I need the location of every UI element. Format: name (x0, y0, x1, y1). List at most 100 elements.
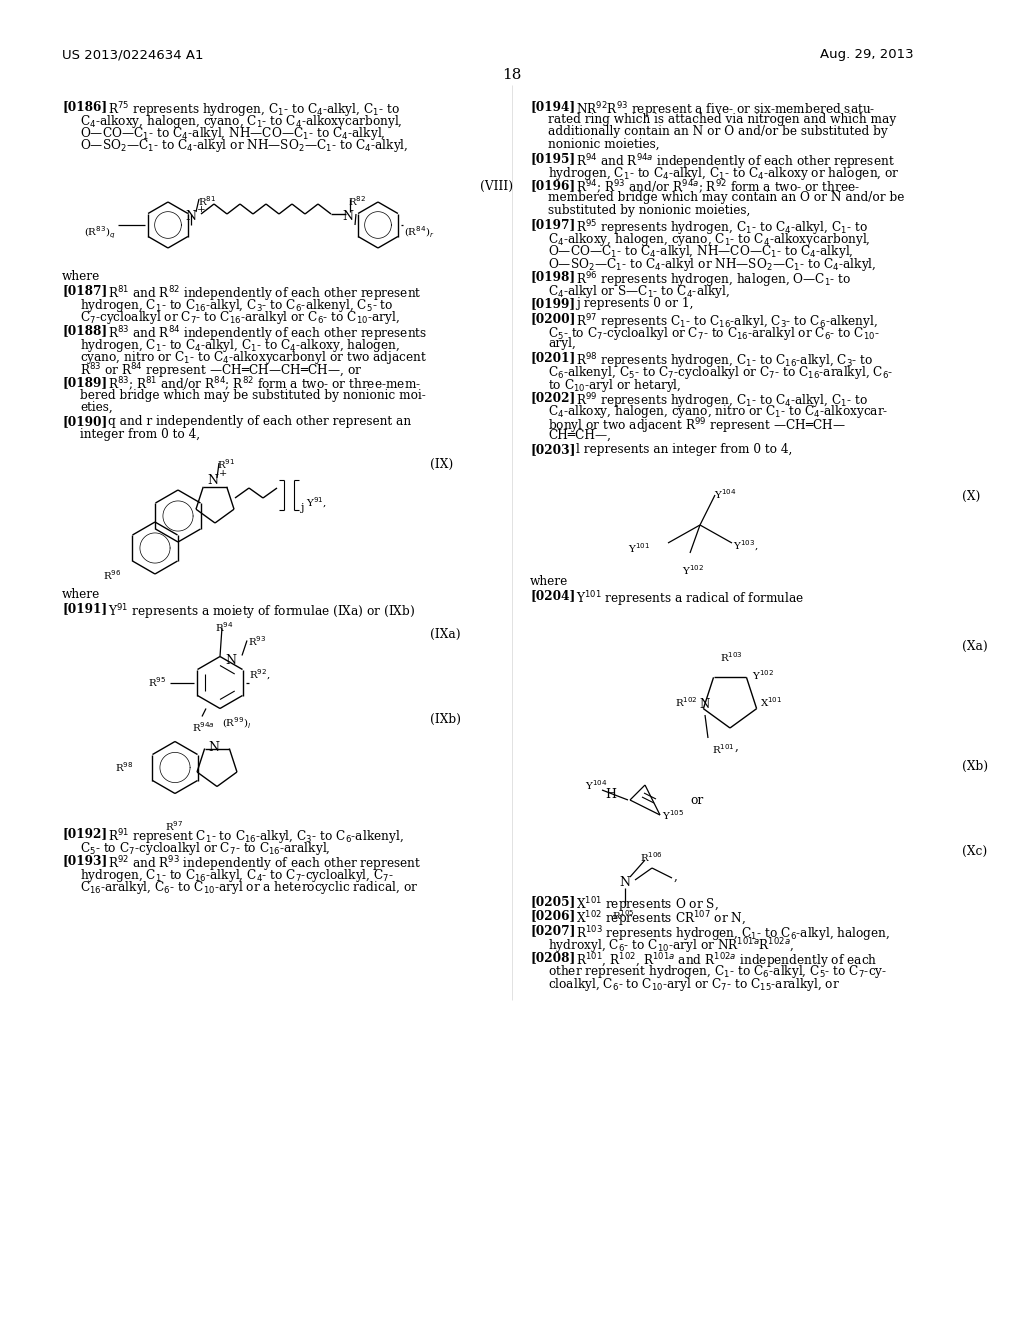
Text: [0193]: [0193] (62, 854, 108, 867)
Text: cloalkyl, C$_6$- to C$_{10}$-aryl or C$_7$- to C$_{15}$-aralkyl, or: cloalkyl, C$_6$- to C$_{10}$-aryl or C$_… (548, 975, 840, 993)
Text: j represents 0 or 1,: j represents 0 or 1, (575, 297, 693, 310)
Text: [0204]: [0204] (530, 590, 575, 602)
Text: where: where (62, 587, 100, 601)
Text: substituted by nonionic moieties,: substituted by nonionic moieties, (548, 205, 751, 216)
Text: C$_5$- to C$_7$-cycloalkyl or C$_7$- to C$_{16}$-aralkyl or C$_6$- to C$_{10}$-: C$_5$- to C$_7$-cycloalkyl or C$_7$- to … (548, 325, 880, 342)
Text: Y$^{105}$: Y$^{105}$ (662, 808, 684, 822)
Text: R$^{105}$: R$^{105}$ (612, 908, 635, 921)
Text: R$^{101}$, R$^{102}$, R$^{101a}$ and R$^{102a}$ independently of each: R$^{101}$, R$^{102}$, R$^{101a}$ and R$^… (575, 950, 878, 970)
Text: ,: , (674, 870, 678, 883)
Text: O—CO—C$_1$- to C$_4$-alkyl, NH—CO—C$_1$- to C$_4$-alkyl,: O—CO—C$_1$- to C$_4$-alkyl, NH—CO—C$_1$-… (548, 243, 854, 260)
Text: hydrogen, C$_1$- to C$_4$-alkyl, C$_1$- to C$_4$-alkoxy, halogen,: hydrogen, C$_1$- to C$_4$-alkyl, C$_1$- … (80, 337, 400, 354)
Text: NR$^{92}$R$^{93}$ represent a five- or six-membered satu-: NR$^{92}$R$^{93}$ represent a five- or s… (575, 100, 876, 120)
Text: N: N (342, 210, 353, 223)
Text: R$^{83}$ or R$^{84}$ represent —CH═CH—CH═CH—, or: R$^{83}$ or R$^{84}$ represent —CH═CH—CH… (80, 362, 362, 381)
Text: (R$^{99}$)$_l$: (R$^{99}$)$_l$ (222, 715, 251, 731)
Text: membered bridge which may contain an O or N and/or be: membered bridge which may contain an O o… (548, 191, 904, 205)
Text: Aug. 29, 2013: Aug. 29, 2013 (820, 48, 913, 61)
Text: R$^{75}$ represents hydrogen, C$_1$- to C$_4$-alkyl, C$_1$- to: R$^{75}$ represents hydrogen, C$_1$- to … (108, 100, 400, 120)
Text: C$_6$-alkenyl, C$_5$- to C$_7$-cycloalkyl or C$_7$- to C$_{16}$-aralkyl, C$_6$-: C$_6$-alkenyl, C$_5$- to C$_7$-cycloalky… (548, 364, 893, 381)
Text: R$^{96}$ represents hydrogen, halogen, O—C$_1$- to: R$^{96}$ represents hydrogen, halogen, O… (575, 271, 852, 290)
Text: C$_{16}$-aralkyl, C$_6$- to C$_{10}$-aryl or a heterocyclic radical, or: C$_{16}$-aralkyl, C$_6$- to C$_{10}$-ary… (80, 879, 419, 896)
Text: [0197]: [0197] (530, 219, 575, 231)
Text: [0207]: [0207] (530, 924, 575, 937)
Text: [0194]: [0194] (530, 100, 575, 114)
Text: Y$^{104}$: Y$^{104}$ (714, 487, 736, 500)
Text: hydrogen, C$_1$- to C$_{16}$-alkyl, C$_4$- to C$_7$-cycloalkyl, C$_7$-: hydrogen, C$_1$- to C$_{16}$-alkyl, C$_4… (80, 867, 394, 884)
Text: R$^{99}$ represents hydrogen, C$_1$- to C$_4$-alkyl, C$_1$- to: R$^{99}$ represents hydrogen, C$_1$- to … (575, 391, 868, 411)
Text: (Xa): (Xa) (962, 640, 988, 653)
Text: R$^{96}$: R$^{96}$ (103, 568, 122, 582)
Text: O—SO$_2$—C$_1$- to C$_4$-alkyl or NH—SO$_2$—C$_1$- to C$_4$-alkyl,: O—SO$_2$—C$_1$- to C$_4$-alkyl or NH—SO$… (80, 137, 409, 154)
Text: [0187]: [0187] (62, 285, 108, 297)
Text: hydroxyl, C$_6$- to C$_{10}$-aryl or NR$^{101a}$R$^{102a}$,: hydroxyl, C$_6$- to C$_{10}$-aryl or NR$… (548, 936, 795, 956)
Text: N: N (185, 210, 197, 223)
Text: R$^{94}$: R$^{94}$ (215, 620, 233, 635)
Text: [0203]: [0203] (530, 444, 575, 455)
Text: R$^{94a}$: R$^{94a}$ (193, 721, 215, 734)
Text: +: + (197, 205, 206, 214)
Text: eties,: eties, (80, 401, 113, 414)
Text: Y$^{102}$: Y$^{102}$ (682, 564, 703, 577)
Text: US 2013/0224634 A1: US 2013/0224634 A1 (62, 48, 204, 61)
Text: (Xb): (Xb) (962, 760, 988, 774)
Text: j: j (300, 503, 303, 513)
Text: [0208]: [0208] (530, 950, 575, 964)
Text: (IX): (IX) (430, 458, 454, 471)
Text: R$^{83}$; R$^{81}$ and/or R$^{84}$; R$^{82}$ form a two- or three-mem-: R$^{83}$; R$^{81}$ and/or R$^{84}$; R$^{… (108, 376, 421, 395)
Text: C$_4$-alkoxy, halogen, cyano, C$_1$- to C$_4$-alkoxycarbonyl,: C$_4$-alkoxy, halogen, cyano, C$_1$- to … (80, 112, 402, 129)
Text: other represent hydrogen, C$_1$- to C$_6$-alkyl, C$_5$- to C$_7$-cy-: other represent hydrogen, C$_1$- to C$_6… (548, 964, 887, 981)
Text: rated ring which is attached via nitrogen and which may: rated ring which is attached via nitroge… (548, 112, 896, 125)
Text: O—SO$_2$—C$_1$- to C$_4$-alkyl or NH—SO$_2$—C$_1$- to C$_4$-alkyl,: O—SO$_2$—C$_1$- to C$_4$-alkyl or NH—SO$… (548, 256, 877, 273)
Text: [0186]: [0186] (62, 100, 108, 114)
Text: +: + (219, 469, 227, 478)
Text: (VIII): (VIII) (480, 180, 513, 193)
Text: hydrogen, C$_1$- to C$_4$-alkyl, C$_1$- to C$_4$-alkoxy or halogen, or: hydrogen, C$_1$- to C$_4$-alkyl, C$_1$- … (548, 165, 900, 181)
Text: X$^{101}$ represents O or S,: X$^{101}$ represents O or S, (575, 895, 719, 915)
Text: Y$^{91}$ represents a moiety of formulae (IXa) or (IXb): Y$^{91}$ represents a moiety of formulae… (108, 602, 415, 622)
Text: Y$^{104}$: Y$^{104}$ (585, 777, 607, 792)
Text: aryl,: aryl, (548, 337, 575, 350)
Text: Y$^{101}$ represents a radical of formulae: Y$^{101}$ represents a radical of formul… (575, 590, 804, 609)
Text: X$^{102}$ represents CR$^{107}$ or N,: X$^{102}$ represents CR$^{107}$ or N, (575, 909, 746, 929)
Text: (R$^{84}$)$_r$: (R$^{84}$)$_r$ (404, 224, 434, 240)
Text: integer from 0 to 4,: integer from 0 to 4, (80, 428, 200, 441)
Text: [0201]: [0201] (530, 351, 575, 364)
Text: R$^{103}$: R$^{103}$ (720, 649, 742, 664)
Text: R$^{81}$: R$^{81}$ (198, 194, 216, 207)
Text: R$^{95}$: R$^{95}$ (148, 676, 166, 689)
Text: N: N (208, 474, 218, 487)
Text: [0192]: [0192] (62, 828, 108, 841)
Text: additionally contain an N or O and/or be substituted by: additionally contain an N or O and/or be… (548, 125, 888, 139)
Text: where: where (530, 576, 568, 587)
Text: [0188]: [0188] (62, 323, 108, 337)
Text: [0202]: [0202] (530, 391, 575, 404)
Text: R$^{98}$: R$^{98}$ (115, 760, 133, 775)
Text: (IXb): (IXb) (430, 713, 461, 726)
Text: Y$^{91}$,: Y$^{91}$, (306, 496, 327, 511)
Text: (IXa): (IXa) (430, 627, 461, 640)
Text: (Xc): (Xc) (962, 845, 987, 858)
Text: q and r independently of each other represent an: q and r independently of each other repr… (108, 416, 411, 429)
Text: H: H (605, 788, 616, 801)
Text: R$^{97}$ represents C$_1$- to C$_{16}$-alkyl, C$_3$- to C$_6$-alkenyl,: R$^{97}$ represents C$_1$- to C$_{16}$-a… (575, 312, 878, 331)
Text: N: N (620, 876, 631, 890)
Text: [0189]: [0189] (62, 376, 108, 389)
Text: to C$_{10}$-aryl or hetaryl,: to C$_{10}$-aryl or hetaryl, (548, 376, 681, 393)
Text: nonionic moieties,: nonionic moieties, (548, 137, 659, 150)
Text: [0190]: [0190] (62, 416, 108, 429)
Text: bered bridge which may be substituted by nonionic moi-: bered bridge which may be substituted by… (80, 388, 426, 401)
Text: C$_4$-alkoxy, halogen, cyano, nitro or C$_1$- to C$_4$-alkoxycar-: C$_4$-alkoxy, halogen, cyano, nitro or C… (548, 404, 889, 421)
Text: bonyl or two adjacent R$^{99}$ represent —CH═CH—: bonyl or two adjacent R$^{99}$ represent… (548, 416, 846, 436)
Text: where: where (62, 271, 100, 282)
Text: C$_4$-alkyl or S—C$_1$- to C$_4$-alkyl,: C$_4$-alkyl or S—C$_1$- to C$_4$-alkyl, (548, 282, 730, 300)
Text: l represents an integer from 0 to 4,: l represents an integer from 0 to 4, (575, 444, 793, 455)
Text: R$^{82}$: R$^{82}$ (348, 194, 367, 207)
Text: [0196]: [0196] (530, 180, 575, 191)
Text: R$^{92}$,: R$^{92}$, (249, 668, 270, 681)
Text: R$^{103}$ represents hydrogen, C$_1$- to C$_6$-alkyl, halogen,: R$^{103}$ represents hydrogen, C$_1$- to… (575, 924, 890, 944)
Text: Y$^{101}$: Y$^{101}$ (628, 541, 650, 554)
Text: (R$^{83}$)$_q$: (R$^{83}$)$_q$ (84, 224, 116, 242)
Text: C$_5$- to C$_7$-cycloalkyl or C$_7$- to C$_{16}$-aralkyl,: C$_5$- to C$_7$-cycloalkyl or C$_7$- to … (80, 840, 331, 857)
Text: ,: , (735, 741, 739, 752)
